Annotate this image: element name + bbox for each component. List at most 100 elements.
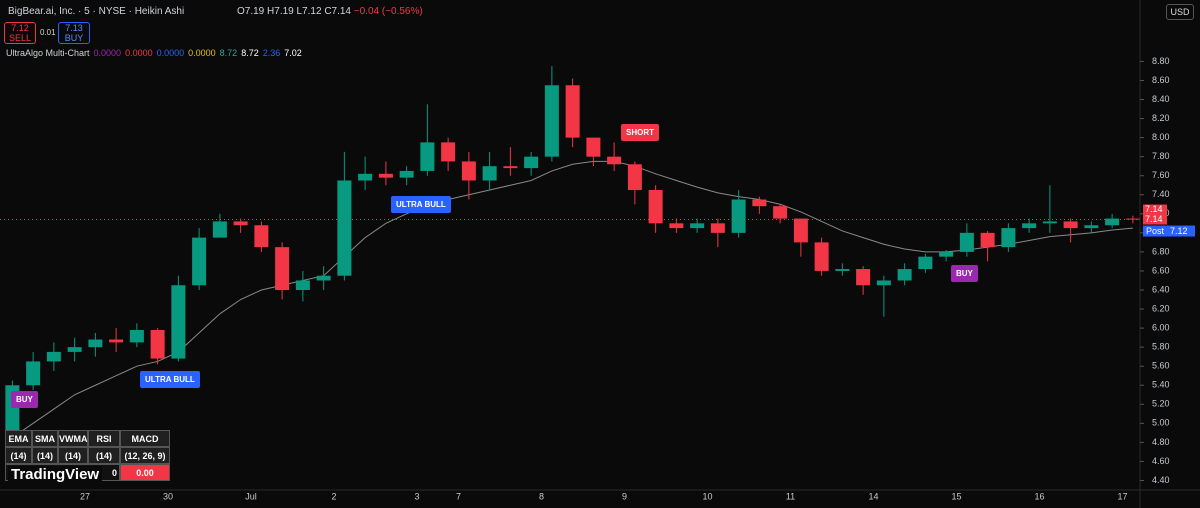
x-tick-label: 17 bbox=[1117, 491, 1127, 501]
candle-body bbox=[793, 218, 808, 243]
y-tick-label: 4.40 bbox=[1152, 475, 1170, 485]
ohlc-o: O7.19 bbox=[237, 6, 265, 17]
spread: 0.01 bbox=[40, 28, 56, 37]
candle-body bbox=[275, 247, 290, 290]
currency[interactable]: USD bbox=[1166, 4, 1194, 20]
candle-body bbox=[233, 221, 248, 226]
indicator-name[interactable]: UltraAlgo Multi-Chart bbox=[6, 48, 90, 58]
y-tick-label: 4.60 bbox=[1152, 456, 1170, 466]
x-tick-label: 9 bbox=[622, 491, 627, 501]
signal: ULTRA BULL bbox=[391, 196, 451, 213]
table-cell: (14) bbox=[5, 447, 32, 464]
candle-body bbox=[254, 225, 269, 248]
candle-body bbox=[420, 142, 435, 171]
candle-body bbox=[897, 269, 912, 281]
table-cell: (14) bbox=[32, 447, 58, 464]
ohlc: O7.19 H7.19 L7.12 C7.14 −0.04 (−0.56%) bbox=[237, 6, 423, 17]
candle-body bbox=[710, 223, 725, 233]
y-tick-label: 8.20 bbox=[1152, 113, 1170, 123]
candle-body bbox=[503, 166, 518, 169]
signal: ULTRA BULL bbox=[140, 371, 200, 388]
x-tick-label: 16 bbox=[1034, 491, 1044, 501]
candle-body bbox=[876, 280, 891, 286]
symbol[interactable]: BigBear.ai, Inc. · 5 · NYSE · Heikin Ash… bbox=[8, 6, 185, 17]
candle-body bbox=[856, 269, 871, 286]
y-tick-label: 6.20 bbox=[1152, 303, 1170, 313]
x-tick-label: 2 bbox=[331, 491, 336, 501]
y-tick-label: 4.80 bbox=[1152, 437, 1170, 447]
candle-body bbox=[524, 156, 539, 169]
sell-button[interactable]: 7.12 SELL bbox=[4, 22, 36, 44]
table-header: MACD bbox=[120, 430, 170, 447]
candle-body bbox=[358, 173, 373, 181]
x-tick-label: 27 bbox=[80, 491, 90, 501]
candle-body bbox=[1084, 225, 1099, 229]
candle-body bbox=[1105, 218, 1120, 226]
indicator-value: 0.0000 bbox=[93, 48, 122, 58]
table-header: SMA bbox=[32, 430, 58, 447]
table-header: VWMA bbox=[58, 430, 88, 447]
candle-body bbox=[752, 199, 767, 207]
post-price: 7.12 bbox=[1170, 226, 1188, 236]
candle-body bbox=[378, 173, 393, 178]
candle-body bbox=[959, 232, 974, 252]
y-tick-label: 5.80 bbox=[1152, 342, 1170, 352]
x-tick-label: 7 bbox=[456, 491, 461, 501]
candle-body bbox=[607, 156, 622, 165]
indicator-value: 8.72 bbox=[219, 48, 238, 58]
indicator-value: 0.0000 bbox=[188, 48, 216, 58]
post-label: Post bbox=[1146, 226, 1165, 236]
table-cell: (12, 26, 9) bbox=[120, 447, 170, 464]
y-tick-label: 7.80 bbox=[1152, 151, 1170, 161]
y-tick-label: 6.40 bbox=[1152, 284, 1170, 294]
logo[interactable]: TradingView bbox=[8, 466, 103, 483]
candle-body bbox=[482, 166, 497, 181]
table-header: EMA bbox=[5, 430, 32, 447]
x-tick-label: Jul bbox=[245, 491, 257, 501]
table-cell: (14) bbox=[58, 447, 88, 464]
candle-body bbox=[337, 180, 352, 276]
candle-body bbox=[67, 347, 82, 352]
candle-body bbox=[648, 190, 663, 224]
price-tag: 7.14 bbox=[1145, 204, 1163, 214]
y-tick-label: 8.00 bbox=[1152, 132, 1170, 142]
candle-body bbox=[316, 275, 331, 281]
candle-body bbox=[1001, 228, 1016, 248]
y-tick-label: 6.00 bbox=[1152, 322, 1170, 332]
buy-price: 7.13 bbox=[65, 23, 83, 33]
x-tick-label: 11 bbox=[786, 491, 795, 501]
buy-label: BUY bbox=[64, 33, 84, 43]
candle-body bbox=[461, 161, 476, 181]
x-tick-label: 14 bbox=[868, 491, 878, 501]
x-tick-label: 15 bbox=[951, 491, 961, 501]
candle-body bbox=[441, 142, 456, 162]
candle-body bbox=[565, 85, 580, 138]
signal: BUY bbox=[11, 391, 38, 408]
sell-label: SELL bbox=[8, 33, 32, 43]
candle-body bbox=[669, 223, 684, 229]
indicator-value: 2.36 bbox=[262, 48, 281, 58]
indicator-value: 0.0000 bbox=[156, 48, 185, 58]
table-cell: (14) bbox=[88, 447, 120, 464]
y-tick-label: 6.60 bbox=[1152, 265, 1170, 275]
y-tick-label: 8.60 bbox=[1152, 75, 1170, 85]
candle-body bbox=[399, 170, 414, 178]
buy-button[interactable]: 7.13 BUY bbox=[58, 22, 90, 44]
candle-body bbox=[1063, 221, 1078, 229]
y-tick-label: 5.20 bbox=[1152, 399, 1170, 409]
indicator-value: 0.0000 bbox=[125, 48, 153, 58]
y-tick-label: 7.40 bbox=[1152, 189, 1170, 199]
candle-body bbox=[192, 237, 207, 286]
indicator-value: 7.02 bbox=[284, 48, 302, 58]
candle-body bbox=[212, 221, 227, 238]
candle-body bbox=[26, 361, 41, 386]
candle-body bbox=[88, 339, 103, 348]
x-tick-label: 8 bbox=[539, 491, 544, 501]
y-tick-label: 6.80 bbox=[1152, 246, 1170, 256]
candle-body bbox=[690, 223, 705, 229]
candle-body bbox=[835, 269, 850, 271]
candle-body bbox=[939, 251, 954, 257]
post-tag-bg bbox=[1143, 225, 1195, 237]
candle-body bbox=[171, 285, 186, 359]
